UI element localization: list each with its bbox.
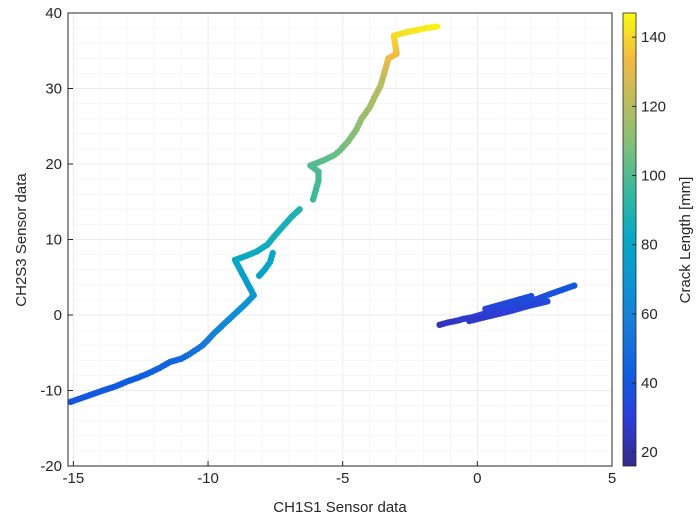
grid (68, 12, 613, 467)
y-tick-label: 0 (54, 307, 62, 324)
y-axis-label: CH2S3 Sensor data (13, 173, 30, 307)
data-point (269, 249, 276, 257)
data-point (571, 282, 578, 289)
data-point (433, 23, 441, 30)
data-points (67, 23, 578, 405)
x-tick-label: -15 (63, 470, 85, 487)
colorbar-label: Crack Length [mm] (677, 177, 694, 304)
colorbar-tick-label: 140 (641, 29, 666, 46)
colorbar-tick-label: 20 (641, 444, 658, 461)
y-tick-label: 20 (45, 156, 62, 173)
y-tick-label: 40 (45, 5, 62, 22)
data-point (528, 292, 535, 300)
colorbar-gradient (622, 12, 637, 467)
x-tick-label: 5 (608, 470, 616, 487)
colorbar-tick-label: 120 (641, 98, 666, 115)
x-tick-label: -10 (197, 470, 219, 487)
data-point (296, 206, 303, 213)
y-tick-label: 30 (45, 81, 62, 98)
colorbar: 20 40 60 80 100 120 140 (622, 12, 666, 467)
y-tick-label: -20 (40, 458, 62, 475)
colorbar-tick-label: 60 (641, 306, 658, 323)
colorbar-tick-label: 40 (641, 375, 658, 392)
y-tick-label: -10 (40, 383, 62, 400)
colorbar-tick-label: 100 (641, 168, 666, 185)
colorbar-tick-label: 80 (641, 237, 658, 254)
x-tick-label: -5 (336, 470, 349, 487)
data-point (544, 298, 551, 305)
x-axis-label: CH1S1 Sensor data (273, 499, 407, 516)
y-tick-label: 10 (45, 232, 62, 249)
axes: -15 -10 -5 0 5 -20 -10 0 10 20 30 40 (40, 5, 616, 487)
x-tick-label: 0 (473, 470, 481, 487)
